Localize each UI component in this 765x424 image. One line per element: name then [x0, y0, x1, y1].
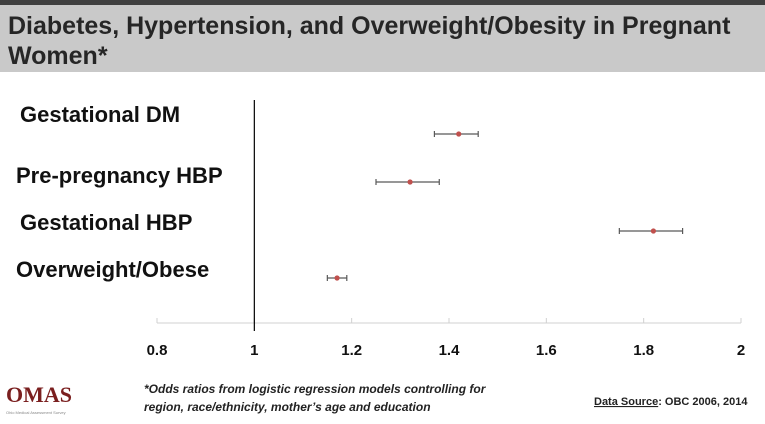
category-label: Overweight/Obese: [16, 257, 209, 282]
top-bar: [0, 0, 765, 5]
chart-title: Diabetes, Hypertension, and Overweight/O…: [8, 12, 731, 70]
x-tick-label: 0.8: [147, 342, 168, 359]
x-tick-label: 1.8: [633, 342, 654, 359]
point: [650, 228, 657, 234]
category-label: Gestational DM: [20, 102, 180, 127]
logo: OMAS: [6, 382, 72, 407]
footnote: *Odds ratios from logistic regression mo…: [144, 382, 487, 396]
logo-subtitle: Ohio Medical Assessment Survey: [6, 410, 66, 415]
x-tick-label: 2: [737, 342, 745, 359]
x-tick-label: 1.2: [341, 342, 362, 359]
category-label: Pre-pregnancy HBP: [16, 163, 223, 188]
x-tick-label: 1.6: [536, 342, 557, 359]
category-label: Gestational HBP: [20, 210, 192, 235]
point: [456, 131, 462, 137]
footnote: region, race/ethnicity, mother’s age and…: [144, 400, 431, 414]
x-tick-label: 1.4: [439, 342, 461, 359]
source-label: Data Source: [594, 396, 658, 408]
title-bar: [0, 5, 765, 72]
data-source: Data Source: OBC 2006, 2014: [594, 396, 748, 408]
source-text: : OBC 2006, 2014: [658, 396, 748, 408]
point: [334, 275, 340, 281]
point: [407, 179, 413, 185]
x-tick-label: 1: [250, 342, 258, 359]
